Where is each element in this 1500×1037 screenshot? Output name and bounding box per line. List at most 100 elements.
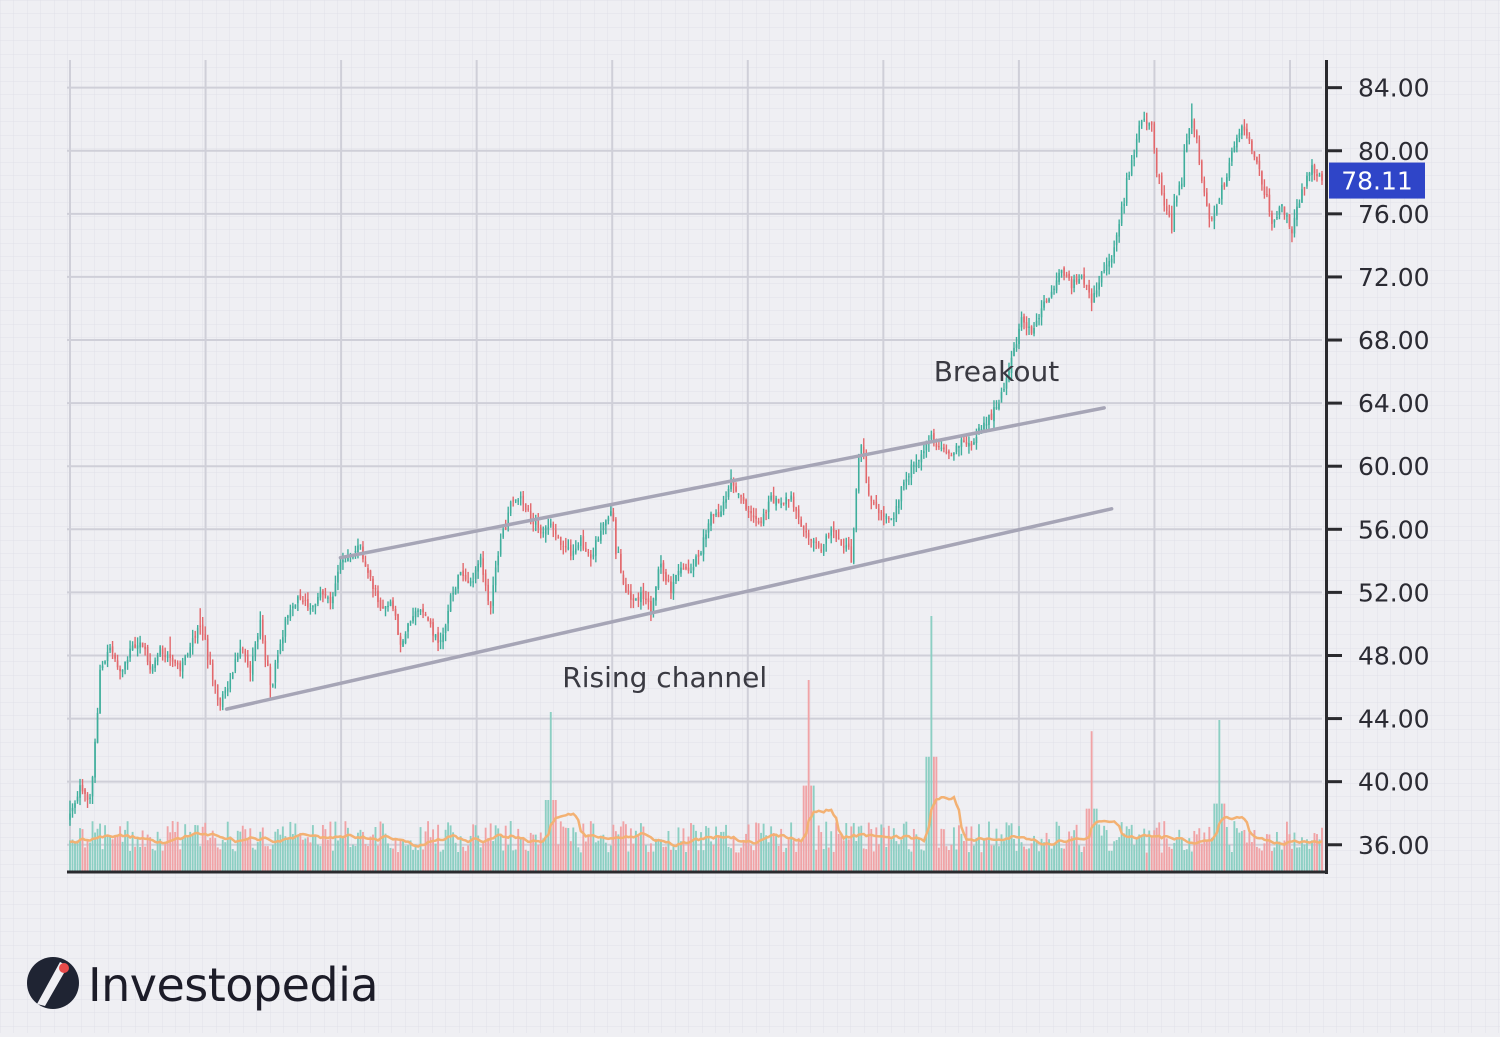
candle-body	[74, 803, 76, 808]
candle-body	[239, 648, 242, 657]
volume-bar	[1063, 848, 1066, 872]
candle	[477, 560, 479, 579]
candle	[294, 604, 297, 609]
candle-body	[810, 539, 812, 541]
volume-bar	[707, 827, 710, 872]
candle	[532, 512, 535, 532]
volume-bar	[1178, 829, 1181, 872]
candle-body	[807, 532, 810, 538]
volume-bar	[412, 849, 414, 872]
candle-body	[1128, 175, 1130, 177]
candle-body	[432, 622, 434, 636]
candle-body	[847, 543, 850, 547]
candle-body	[1188, 128, 1191, 139]
candle	[1238, 128, 1241, 143]
volume-bar	[497, 828, 500, 872]
candle-body	[797, 509, 800, 518]
candle-body	[427, 617, 429, 621]
volume-bar	[524, 849, 527, 872]
candle-body	[129, 648, 131, 658]
volume-bar	[427, 821, 430, 872]
volume-bar	[261, 827, 264, 872]
volume-bar	[915, 834, 918, 872]
candle	[159, 645, 161, 658]
volume-bar	[301, 839, 304, 872]
candle-body	[224, 690, 227, 694]
volume-bar	[402, 839, 404, 872]
volume-bar	[672, 846, 675, 872]
volume-bar	[747, 824, 750, 872]
volume-bar	[1190, 851, 1193, 872]
candle	[1130, 155, 1133, 177]
candle	[74, 800, 76, 814]
candle-body	[201, 624, 204, 636]
candle-body	[499, 539, 502, 555]
candle	[995, 400, 998, 410]
candle-body	[675, 574, 677, 582]
volume-bar	[1301, 837, 1303, 872]
candle-body	[787, 499, 790, 502]
candle-body	[292, 606, 294, 609]
volume-bar	[998, 846, 1000, 872]
candle	[292, 602, 294, 617]
candle	[1266, 186, 1268, 198]
candle	[267, 655, 269, 667]
candle	[116, 654, 119, 670]
y-tick-label: 68.00	[1358, 326, 1430, 355]
volume-bar	[166, 826, 169, 872]
annotation-breakout: Breakout	[934, 355, 1060, 388]
candle	[665, 568, 667, 585]
volume-bar	[414, 844, 417, 872]
volume-bar	[144, 846, 147, 872]
volume-bar	[1273, 847, 1276, 872]
candle-body	[189, 647, 191, 656]
volume-bar	[960, 833, 963, 872]
candle	[888, 516, 890, 523]
candle	[499, 533, 502, 557]
candle-body	[332, 596, 334, 604]
candle	[492, 576, 494, 614]
candle	[209, 651, 212, 665]
candle	[312, 605, 314, 612]
volume-bar	[229, 836, 232, 872]
volume-bar	[462, 846, 465, 872]
candle-body	[715, 513, 717, 515]
candle-body	[640, 592, 642, 603]
volume-bar	[1263, 843, 1266, 872]
candle-body	[968, 443, 970, 447]
candle	[502, 526, 504, 539]
candle	[367, 564, 369, 579]
volume-bar	[1165, 838, 1168, 872]
candle	[700, 550, 702, 556]
candle-body	[1123, 203, 1125, 207]
candle-body	[442, 634, 444, 643]
candle-body	[387, 605, 389, 608]
candle-body	[1000, 392, 1003, 403]
volume-bar	[494, 825, 497, 872]
volume-bar	[902, 823, 905, 872]
candle-body	[1313, 165, 1316, 174]
volume-bar	[1045, 832, 1048, 872]
candle-body	[767, 501, 770, 513]
candle	[1038, 314, 1040, 326]
volume-bar	[985, 839, 988, 872]
candle-body	[564, 546, 567, 548]
volume-bar	[950, 844, 953, 872]
candle-body	[449, 595, 452, 612]
candle-body	[627, 590, 630, 592]
candle-body	[867, 484, 870, 495]
candle-body	[1058, 272, 1060, 282]
volume-bar	[1230, 851, 1233, 872]
candle-body	[204, 633, 207, 640]
candle	[174, 659, 176, 667]
volume-bar	[354, 845, 357, 872]
candle	[1018, 323, 1020, 350]
candle	[795, 506, 797, 520]
candle	[832, 521, 835, 539]
candle-body	[109, 647, 111, 651]
candle-body	[980, 429, 983, 431]
candle	[612, 507, 615, 522]
candle	[282, 630, 284, 652]
candle-body	[1221, 185, 1223, 200]
candle	[106, 644, 109, 668]
